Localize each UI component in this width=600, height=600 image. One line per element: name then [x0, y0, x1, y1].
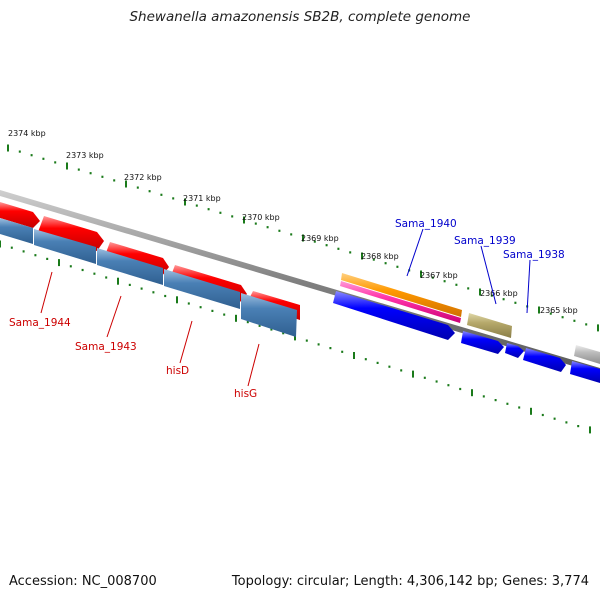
label-leaders	[40, 228, 531, 387]
kbp-label: 2369 kbp	[301, 234, 339, 243]
leader-line	[179, 320, 193, 364]
kbp-ruler-bottom	[0, 240, 591, 434]
gene-label-hisd[interactable]: hisD	[166, 365, 189, 377]
kbp-label: 2365 kbp	[540, 306, 578, 315]
kbp-label: 2366 kbp	[480, 289, 518, 298]
gene-arrow-blue[interactable]	[505, 343, 524, 358]
forward-gene-track	[333, 273, 600, 383]
accession-text: Accession: NC_008700	[9, 574, 157, 589]
gene-label-sama-1943[interactable]: Sama_1943	[75, 341, 137, 353]
genome-summary-text: Topology: circular; Length: 4,306,142 bp…	[231, 574, 589, 589]
cds-bar[interactable]	[97, 248, 163, 285]
kbp-ruler-top	[7, 144, 599, 332]
leader-line	[40, 271, 53, 314]
gene-arrow-sama-1938[interactable]	[523, 348, 566, 372]
cds-bar[interactable]	[0, 218, 33, 244]
leader-line	[480, 245, 497, 305]
gene-arrow-blue[interactable]	[461, 331, 504, 354]
gene-label-sama-1940[interactable]: Sama_1940	[395, 218, 457, 230]
leader-line	[247, 343, 260, 387]
cds-bar[interactable]	[34, 229, 96, 264]
kbp-label: 2373 kbp	[66, 151, 104, 160]
gene-label-sama-1938[interactable]: Sama_1938	[503, 249, 565, 261]
gene-label-hisg[interactable]: hisG	[234, 388, 257, 400]
gene-arrow-sama-1939[interactable]	[467, 313, 512, 338]
cds-bar[interactable]	[164, 269, 240, 309]
kbp-labels: 2374 kbp 2373 kbp 2372 kbp 2371 kbp 2370…	[8, 129, 578, 315]
gene-label-sama-1944[interactable]: Sama_1944	[9, 317, 71, 329]
kbp-label: 2372 kbp	[124, 173, 162, 182]
kbp-label: 2371 kbp	[183, 194, 221, 203]
gene-arrow-sama-1943[interactable]	[38, 216, 104, 251]
gene-label-sama-1939[interactable]: Sama_1939	[454, 235, 516, 247]
feature-bar-orange[interactable]	[341, 273, 462, 317]
kbp-label: 2370 kbp	[242, 213, 280, 222]
kbp-label: 2368 kbp	[361, 252, 399, 261]
leader-line	[526, 259, 531, 314]
leader-line	[106, 295, 122, 338]
feature-bar-pink[interactable]	[340, 281, 461, 323]
gene-labels: Sama_1944 Sama_1943 hisD hisG Sama_1940 …	[9, 218, 565, 400]
leader-line	[406, 228, 424, 277]
feature-bar-grey[interactable]	[574, 345, 600, 364]
gene-arrow-sama-1944[interactable]	[0, 202, 40, 228]
gene-arrow-blue[interactable]	[570, 361, 600, 383]
gene-arrow-sama-1940[interactable]	[333, 291, 455, 340]
genome-title: Shewanella amazonensis SB2B, complete ge…	[129, 9, 471, 25]
cds-bar[interactable]	[241, 293, 297, 337]
kbp-label: 2367 kbp	[420, 271, 458, 280]
reverse-cds-track	[0, 218, 297, 337]
kbp-label: 2374 kbp	[8, 129, 46, 138]
